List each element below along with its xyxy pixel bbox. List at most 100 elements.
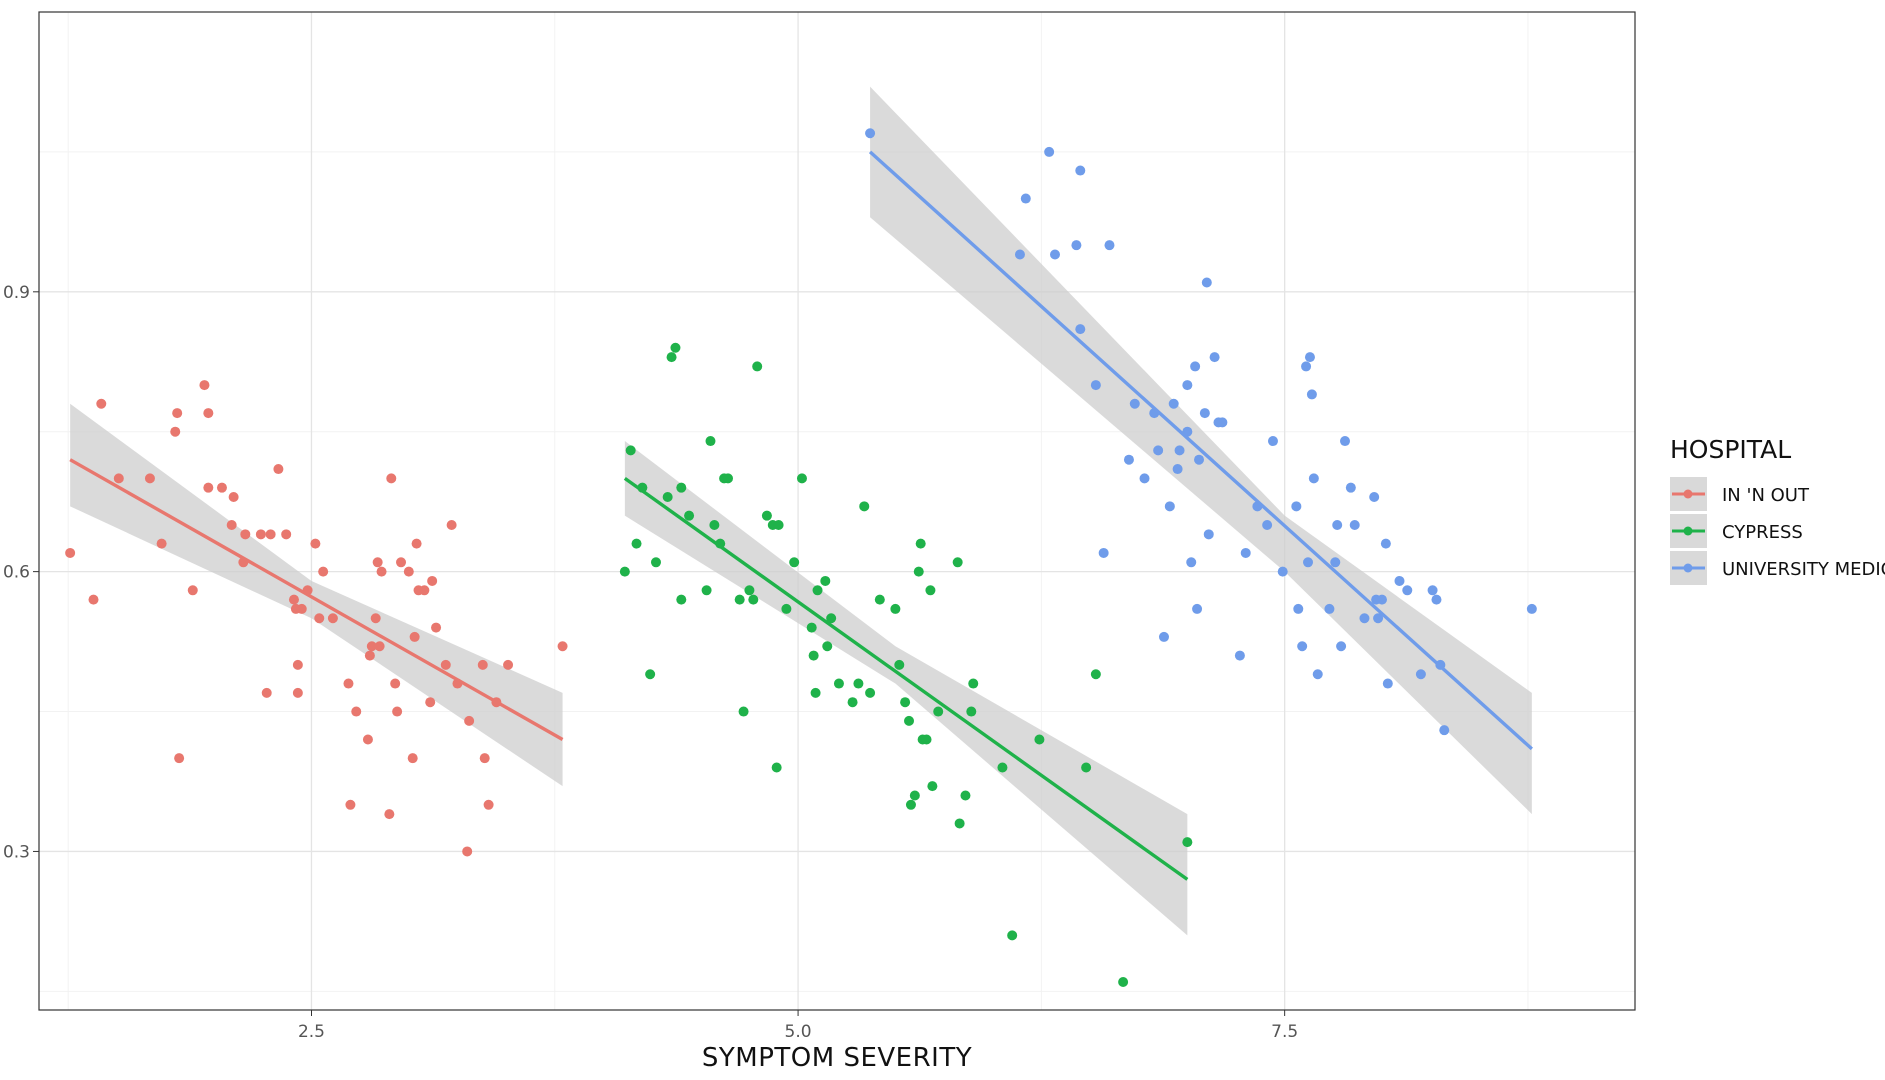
data-point [874, 594, 885, 605]
data-point [1209, 352, 1220, 363]
data-point [1139, 473, 1150, 484]
data-point [113, 473, 124, 484]
data-point [650, 557, 661, 568]
data-point [88, 594, 99, 605]
data-point [952, 557, 963, 568]
data-point [362, 734, 373, 745]
data-point [96, 398, 107, 409]
data-point [1267, 436, 1278, 447]
data-point [810, 687, 821, 698]
legend-title: HOSPITAL [1670, 435, 1791, 464]
data-point [865, 687, 876, 698]
data-point [462, 846, 473, 857]
data-point [557, 641, 568, 652]
data-point [925, 585, 936, 596]
data-point [1427, 585, 1438, 596]
data-point [734, 594, 745, 605]
data-point [833, 678, 844, 689]
data-point [431, 622, 442, 633]
x-axis-ticks: 2.5 5.0 7.5 [298, 1010, 1298, 1042]
data-point [619, 566, 630, 577]
data-point [796, 473, 807, 484]
legend-key-point [1683, 489, 1693, 499]
data-point [1192, 603, 1203, 614]
data-point [921, 734, 932, 745]
data-point [812, 585, 823, 596]
data-point [1373, 613, 1384, 624]
data-point [997, 762, 1008, 773]
data-point [1332, 519, 1343, 530]
data-point [226, 519, 237, 530]
data-point [909, 790, 920, 801]
data-point [265, 529, 276, 540]
data-point [744, 585, 755, 596]
data-point [314, 613, 325, 624]
regression-line [69, 458, 564, 741]
data-point [403, 566, 414, 577]
data-point [1153, 445, 1164, 456]
data-point [156, 538, 167, 549]
data-point [905, 799, 916, 810]
data-point [427, 575, 438, 586]
data-point [1020, 193, 1031, 204]
legend-label: UNIVERSITY MEDICAL [1722, 559, 1885, 580]
data-point [927, 781, 938, 792]
data-point [1359, 613, 1370, 624]
data-point [386, 473, 397, 484]
data-point [366, 641, 377, 652]
data-point [631, 538, 642, 549]
data-point [292, 659, 303, 670]
data-point [913, 566, 924, 577]
data-point [203, 408, 214, 419]
data-point [1382, 678, 1393, 689]
data-point [425, 697, 436, 708]
data-point [723, 473, 734, 484]
confidence-band [70, 403, 563, 787]
data-point [822, 641, 833, 652]
data-point [904, 715, 915, 726]
data-point [1339, 436, 1350, 447]
plot-border [38, 11, 1636, 1011]
data-point [1201, 277, 1212, 288]
data-point [1402, 585, 1413, 596]
data-point [789, 557, 800, 568]
data-point [144, 473, 155, 484]
data-point [1349, 519, 1360, 530]
x-tick-label: 5.0 [785, 1022, 812, 1042]
data-point [1007, 930, 1018, 941]
data-point [1217, 417, 1228, 428]
data-point [1014, 249, 1025, 260]
data-point [255, 529, 266, 540]
data-point [894, 659, 905, 670]
data-point [806, 622, 817, 633]
data-point [847, 697, 858, 708]
data-point [1172, 464, 1183, 475]
data-point [966, 706, 977, 717]
data-point [820, 575, 831, 586]
data-point [1277, 566, 1288, 577]
y-axis-ticks: 0.3 0.6 0.9 [3, 283, 39, 862]
data-point [1380, 538, 1391, 549]
data-point [409, 631, 420, 642]
data-point [1293, 603, 1304, 614]
data-point [374, 641, 385, 652]
data-point [890, 603, 901, 614]
data-point [407, 753, 418, 764]
data-point [310, 538, 321, 549]
data-point [228, 492, 239, 503]
data-point [1075, 324, 1086, 335]
data-point [752, 361, 763, 372]
data-point [960, 790, 971, 801]
data-point [1158, 631, 1169, 642]
data-point [1090, 380, 1101, 391]
data-point [808, 650, 819, 661]
data-point [761, 510, 772, 521]
data-point [666, 352, 677, 363]
plot-panel [39, 12, 1635, 1010]
data-point [1090, 669, 1101, 680]
data-point [1199, 408, 1210, 419]
regression-line [868, 150, 1533, 751]
data-point [1168, 398, 1179, 409]
data-point [709, 519, 720, 530]
